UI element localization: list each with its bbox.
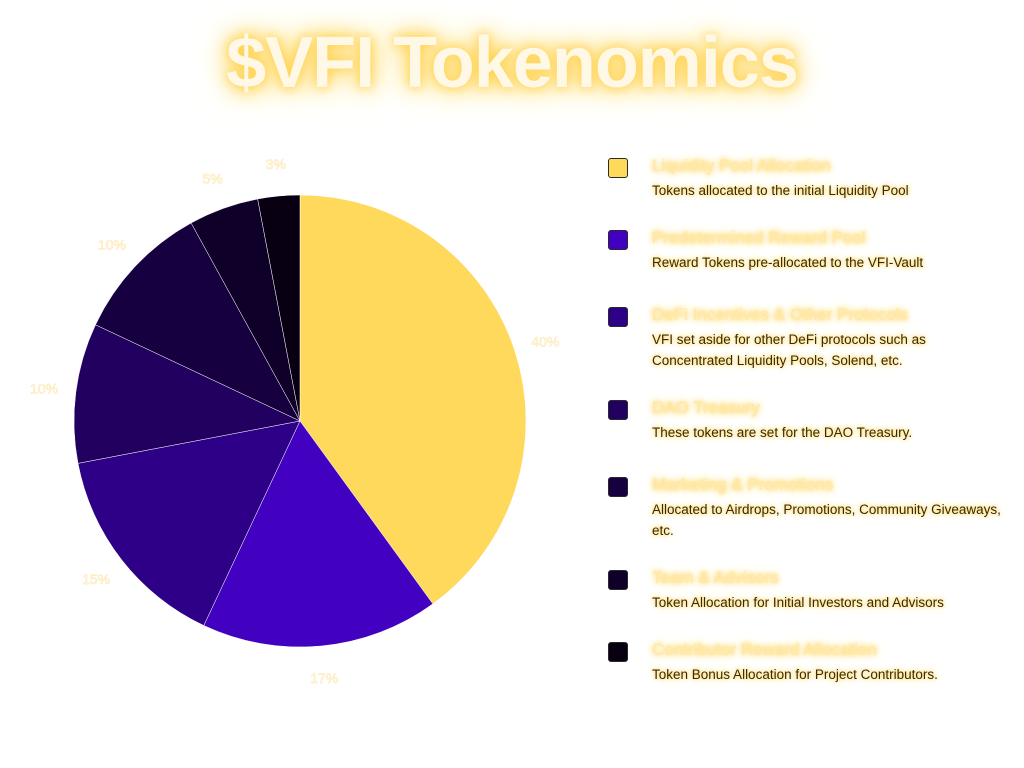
- slice-percent-label: 17%: [310, 670, 338, 686]
- legend-title: Predetermined Reward Pool: [652, 228, 866, 247]
- legend-item-contributor-reward: Contributor Reward Allocation Token Bonu…: [600, 636, 1010, 708]
- slice-percent-label: 15%: [82, 571, 110, 587]
- legend-item-team-advisors: Team & Advisors Token Allocation for Ini…: [600, 564, 1010, 636]
- legend-description: Allocated to Airdrops, Promotions, Commu…: [652, 502, 1001, 538]
- legend-swatch: [608, 642, 628, 662]
- legend-title: DeFi Incentives & Other Protocols: [652, 305, 909, 324]
- legend-description: Token Bonus Allocation for Project Contr…: [652, 667, 938, 682]
- legend-title: Liquidity Pool Allocation: [652, 156, 831, 175]
- legend-swatch: [608, 477, 628, 497]
- legend-item-liquidity-pool: Liquidity Pool Allocation Tokens allocat…: [600, 152, 1010, 224]
- legend-title: Contributor Reward Allocation: [652, 640, 877, 659]
- legend-description: Tokens allocated to the initial Liquidit…: [652, 183, 909, 198]
- pie-slice: [95, 222, 301, 422]
- legend-title: Marketing & Promotions: [652, 475, 834, 494]
- legend-description: Reward Tokens pre-allocated to the VFI-V…: [652, 255, 924, 270]
- legend-description: These tokens are set for the DAO Treasur…: [652, 425, 913, 440]
- slice-percent-label: 10%: [30, 381, 58, 397]
- legend-swatch: [608, 230, 628, 250]
- legend-swatch: [608, 400, 628, 420]
- pie-chart: 40% 17% 15% 10% 10% 5% 3%: [30, 156, 560, 686]
- pie-slice: [203, 420, 434, 648]
- slice-percent-label: 5%: [202, 170, 222, 186]
- slice-percent-label: 10%: [98, 236, 126, 252]
- legend-description: VFI set aside for other DeFi protocols s…: [652, 332, 926, 368]
- pie-slice: [73, 324, 301, 464]
- legend-title: DAO Treasury: [652, 398, 760, 417]
- legend-item-marketing: Marketing & Promotions Allocated to Aird…: [600, 471, 1010, 564]
- legend-item-reward-pool: Predetermined Reward Pool Reward Tokens …: [600, 224, 1010, 301]
- legend-item-dao-treasury: DAO Treasury These tokens are set for th…: [600, 394, 1010, 471]
- pie-slice: [77, 420, 301, 626]
- legend-title: Team & Advisors: [652, 568, 779, 587]
- slice-percent-label: 3%: [266, 156, 286, 172]
- legend-swatch: [608, 570, 628, 590]
- pie-slice: [299, 194, 527, 605]
- legend: Liquidity Pool Allocation Tokens allocat…: [600, 152, 1010, 708]
- slice-percent-label: 40%: [531, 333, 559, 349]
- legend-item-defi-incentives: DeFi Incentives & Other Protocols VFI se…: [600, 301, 1010, 394]
- legend-swatch: [608, 158, 628, 178]
- pie-slice: [257, 194, 301, 422]
- chart-title: $VFI Tokenomics: [226, 23, 799, 103]
- legend-swatch: [608, 307, 628, 327]
- legend-description: Token Allocation for Initial Investors a…: [652, 595, 944, 610]
